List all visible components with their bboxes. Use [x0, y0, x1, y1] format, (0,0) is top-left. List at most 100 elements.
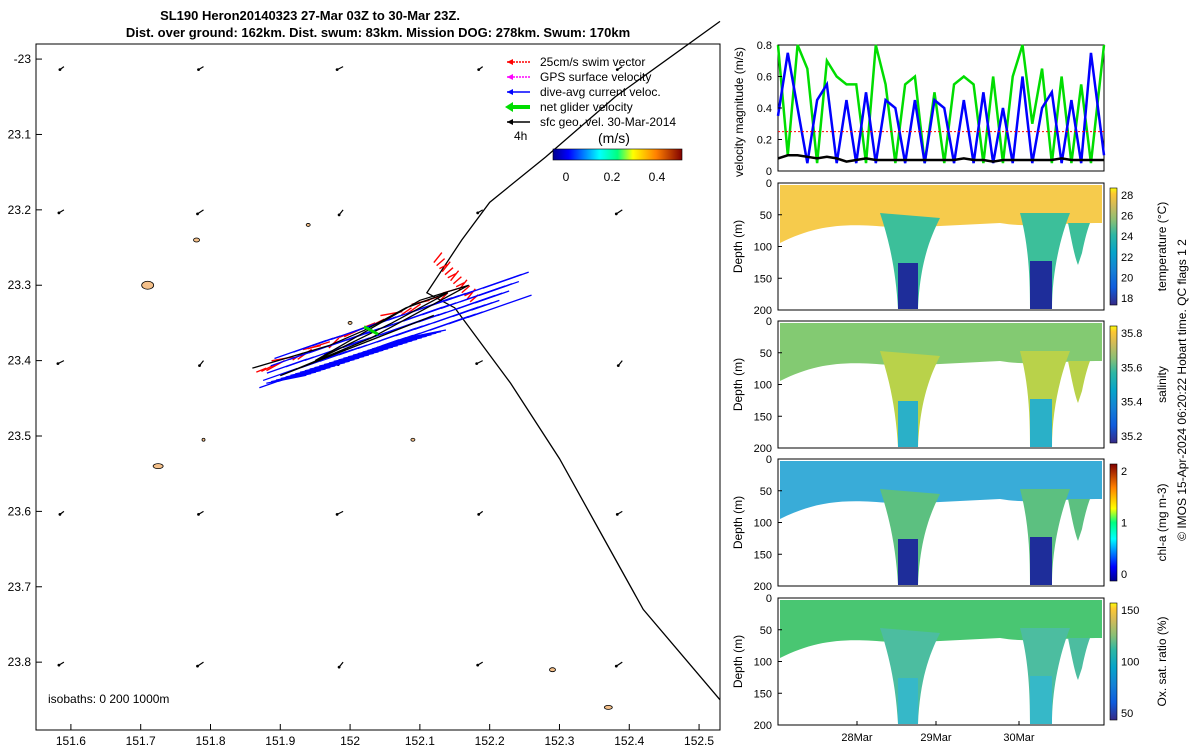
- section-colorbar-tick: 22: [1121, 252, 1133, 264]
- geo-velocity-arrowhead: [335, 512, 339, 516]
- section-dive-1: [880, 489, 940, 585]
- reef-shape: [201, 437, 206, 442]
- geo-velocity-arrowhead: [197, 68, 200, 72]
- legend-swim-arrowhead: [507, 59, 513, 65]
- current-vector-arrow: [482, 271, 529, 289]
- current-vector-arrow: [405, 329, 447, 339]
- legend-current-label: dive-avg current veloc.: [540, 85, 661, 99]
- section-colorbar-tick: 150: [1121, 605, 1139, 617]
- section-ylabel: Depth (m): [731, 496, 745, 549]
- section-colorbar-tick: 2: [1121, 466, 1127, 478]
- section-dive-2-deep: [1030, 676, 1052, 724]
- swim-vector-arrow: [444, 267, 454, 276]
- depth-tick-label: 100: [754, 242, 772, 254]
- swim-vector-arrow: [447, 273, 457, 279]
- section-dive-3: [1068, 638, 1090, 680]
- map-y-tick-label: 23.5: [8, 429, 32, 443]
- reef-shape: [603, 704, 613, 710]
- map-content: [56, 20, 721, 710]
- section-ylabel: Depth (m): [731, 635, 745, 688]
- map-y-tick-label: 23.4: [8, 354, 32, 368]
- legend-geo-arrowhead: [507, 119, 513, 125]
- legend-gps-label: GPS surface velocity: [540, 70, 651, 84]
- legend-geo-label: sfc geo. vel. 30-Mar-2014: [540, 115, 676, 129]
- geo-velocity-arrowhead: [615, 68, 619, 72]
- map-y-tick-label: 23.1: [8, 127, 32, 141]
- map-y-tick-label: 23.7: [8, 580, 32, 594]
- depth-tick-label: 100: [754, 657, 772, 669]
- velocity-series-dive-avg-current-veloc-: [776, 52, 1106, 164]
- section-chl-a: 0 50 100 150 200 Depth (m) 0 1 2 chl-a (mg m-3): [731, 454, 1169, 593]
- map-x-tick-label: 152.2: [475, 734, 505, 748]
- section-colorbar-tick: 35.2: [1121, 431, 1142, 443]
- map-x-tick-label: 152: [340, 734, 360, 748]
- swim-vector-arrow: [461, 285, 471, 294]
- geo-velocity-arrowhead: [476, 211, 480, 215]
- section-oxygen: 0 50 100 150 200 Depth (m) 50 100 150 Ox. sat. ra…: [731, 593, 1169, 732]
- current-vector-arrow: [478, 280, 520, 297]
- swim-vector-arrow: [307, 341, 331, 350]
- figure-title-line2: Dist. over ground: 162km. Dist. swum: 83…: [126, 25, 630, 40]
- section-colorbar-label: salinity: [1155, 366, 1169, 403]
- swim-vector-arrow: [256, 367, 267, 373]
- geo-velocity-arrowhead: [616, 364, 620, 368]
- depth-tick-label: 100: [754, 380, 772, 392]
- depth-tick-label: 0: [766, 593, 772, 605]
- reef-shape: [152, 463, 164, 470]
- section-colorbar-tick: 26: [1121, 211, 1133, 223]
- depth-tick-label: 0: [766, 454, 772, 466]
- geo-velocity-arrowhead: [196, 664, 199, 668]
- velocity-series-sfc-geo-vel-30-mar-2014: [777, 154, 1104, 163]
- geo-velocity-arrowhead: [57, 663, 61, 667]
- geo-velocity-arrowhead: [337, 665, 341, 669]
- velocity-y-tick-label: 0: [766, 166, 772, 178]
- velocity-y-ticks: 0 0.2 0.4 0.6 0.8: [757, 40, 782, 178]
- swim-vector-arrow: [439, 264, 448, 270]
- reef-shape: [347, 321, 353, 325]
- section-dive-1: [880, 213, 940, 309]
- depth-tick-label: 50: [760, 486, 772, 498]
- map-y-tick-label: 23.6: [8, 504, 32, 518]
- map-colorbar-tick-1: 0.2: [604, 170, 621, 184]
- section-ylabel: Depth (m): [731, 358, 745, 411]
- glider-track-line: [252, 284, 470, 377]
- velocity-ylabel: velocity magnitude (m/s): [732, 47, 746, 177]
- map-y-ticks: -23 23.1 23.2 23.3 23.4 23.5 23.6 23.7 23.8: [8, 52, 42, 669]
- reef-shape: [305, 223, 311, 227]
- figure-title-line1: SL190 Heron20140323 27-Mar 03Z to 30-Mar…: [160, 8, 460, 23]
- map-colorbar-tick-0: 0: [563, 170, 570, 184]
- geo-velocity-arrowhead: [477, 512, 481, 516]
- geo-velocity-arrowhead: [477, 68, 481, 72]
- section-colorbar: [1109, 602, 1118, 721]
- section-dive-1-deep: [898, 539, 918, 585]
- map-legend: 25cm/s swim vector GPS surface velocity …: [505, 55, 683, 184]
- map-panel: 151.6 151.7 151.8 151.9 152 152.1 152.2 152.3 15…: [8, 20, 721, 748]
- swim-vector-arrow: [401, 307, 412, 316]
- swim-vector-arrow: [436, 258, 446, 267]
- imos-credit: © IMOS 15-Apr-2024 06:20:22 Hobart time.…: [1175, 239, 1189, 541]
- map-y-tick-label: 23.3: [8, 278, 32, 292]
- map-x-tick-label: 151.6: [56, 734, 86, 748]
- map-y-tick-label: 23.2: [8, 203, 32, 217]
- time-axis: 28Mar 29Mar 30Mar: [841, 721, 1035, 744]
- section-colorbar-tick: 18: [1121, 293, 1133, 305]
- geo-velocity-arrowhead: [56, 362, 60, 366]
- geo-velocity-arrowhead: [335, 68, 339, 72]
- depth-tick-label: 50: [760, 348, 772, 360]
- section-colorbar-tick: 0: [1121, 569, 1127, 581]
- section-dive-3: [1068, 223, 1090, 265]
- section-colorbar-tick: 20: [1121, 272, 1133, 284]
- section-temperature: 0 50 100 150 200 Depth (m) 18 20 22 24 26 28 tempera…: [731, 178, 1169, 317]
- velocity-content: [776, 44, 1106, 164]
- section-colorbar-tick: 100: [1121, 657, 1139, 669]
- section-colorbar-tick: 35.4: [1121, 397, 1142, 409]
- section-surface-layer: [780, 461, 1102, 519]
- section-colorbar-tick: 28: [1121, 190, 1133, 202]
- geo-velocity-arrowhead: [58, 512, 62, 516]
- geo-velocity-arrowhead: [614, 212, 618, 216]
- swim-vector-arrow: [450, 270, 460, 282]
- time-tick-label: 29Mar: [920, 732, 952, 744]
- section-colorbar-tick: 35.6: [1121, 362, 1142, 374]
